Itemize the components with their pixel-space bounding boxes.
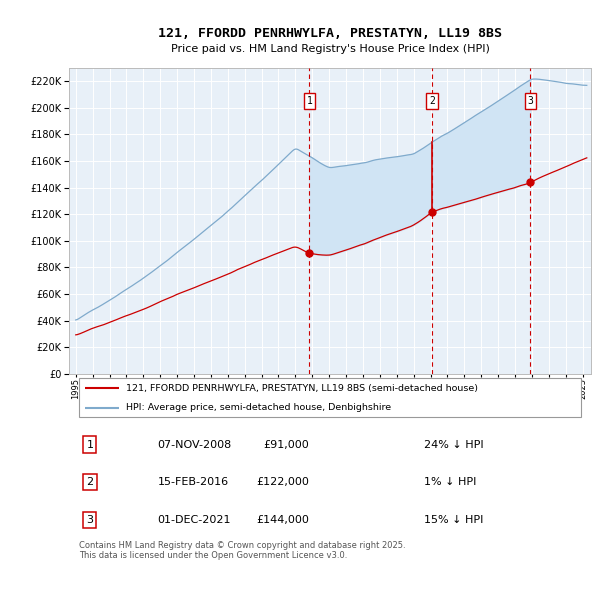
Text: 121, FFORDD PENRHWYLFA, PRESTATYN, LL19 8BS (semi-detached house): 121, FFORDD PENRHWYLFA, PRESTATYN, LL19 … (127, 384, 478, 392)
Text: 1% ↓ HPI: 1% ↓ HPI (424, 477, 476, 487)
Text: 15% ↓ HPI: 15% ↓ HPI (424, 515, 484, 525)
Text: Price paid vs. HM Land Registry's House Price Index (HPI): Price paid vs. HM Land Registry's House … (170, 44, 490, 54)
Text: 1: 1 (86, 440, 94, 450)
Text: 24% ↓ HPI: 24% ↓ HPI (424, 440, 484, 450)
Text: 3: 3 (527, 96, 533, 106)
Text: £122,000: £122,000 (256, 477, 309, 487)
Text: 1: 1 (307, 96, 313, 106)
Text: 15-FEB-2016: 15-FEB-2016 (158, 477, 229, 487)
Text: 3: 3 (86, 515, 94, 525)
Text: 2: 2 (429, 96, 435, 106)
Text: Contains HM Land Registry data © Crown copyright and database right 2025.
This d: Contains HM Land Registry data © Crown c… (79, 541, 406, 560)
Text: 121, FFORDD PENRHWYLFA, PRESTATYN, LL19 8BS: 121, FFORDD PENRHWYLFA, PRESTATYN, LL19 … (158, 27, 502, 40)
Text: 01-DEC-2021: 01-DEC-2021 (158, 515, 231, 525)
Text: 2: 2 (86, 477, 94, 487)
Text: £91,000: £91,000 (263, 440, 309, 450)
FancyBboxPatch shape (79, 378, 581, 417)
Text: £144,000: £144,000 (256, 515, 309, 525)
Text: HPI: Average price, semi-detached house, Denbighshire: HPI: Average price, semi-detached house,… (127, 404, 392, 412)
Text: 07-NOV-2008: 07-NOV-2008 (158, 440, 232, 450)
